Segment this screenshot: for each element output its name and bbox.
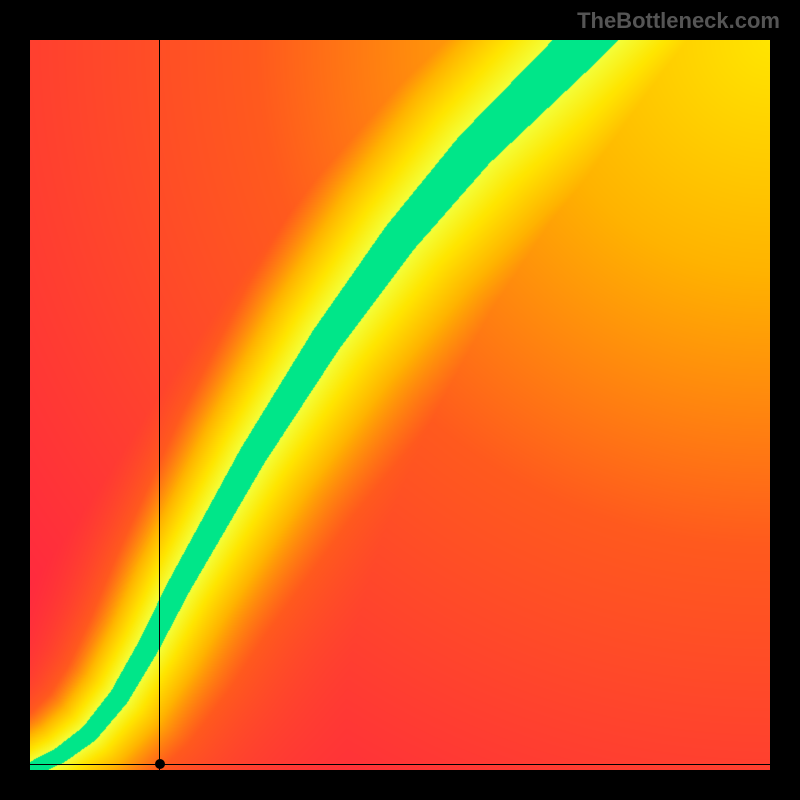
crosshair-marker-dot bbox=[155, 759, 165, 769]
watermark-text: TheBottleneck.com bbox=[577, 8, 780, 34]
crosshair-vertical-line bbox=[159, 40, 160, 770]
heatmap-canvas bbox=[30, 40, 770, 770]
heatmap-plot-area bbox=[30, 40, 770, 770]
crosshair-horizontal-line bbox=[30, 764, 770, 765]
